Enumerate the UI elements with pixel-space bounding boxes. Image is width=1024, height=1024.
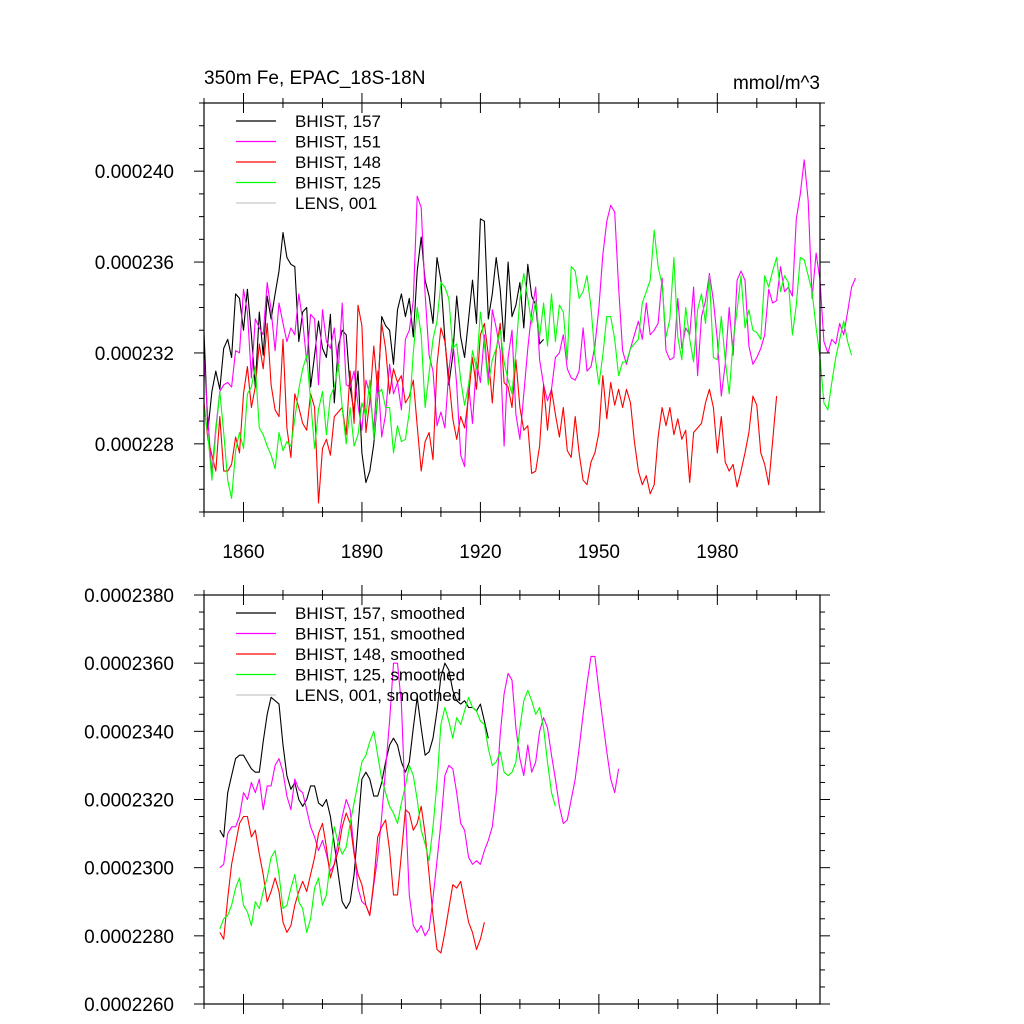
bottom-y-tick-label: 0.0002280	[84, 927, 174, 948]
top-legend-label-0: BHIST, 157	[295, 112, 381, 131]
top-y-tick-label: 0.000236	[95, 253, 174, 274]
bottom-y-tick-label: 0.0002300	[84, 859, 174, 880]
bottom-y-tick-label: 0.0002320	[84, 791, 174, 812]
bottom-series-line-1	[219, 655, 620, 937]
top-series-line-0	[203, 218, 545, 484]
top-ticks-layer: 1860 1890 1920 1950 1980 0.000228 0.000232 0.00…	[95, 93, 830, 563]
bottom-legend: BHIST, 157, smoothed BHIST, 151, smoothed…	[236, 604, 465, 705]
chart-title: 350m Fe, EPAC_18S-18N	[204, 68, 425, 89]
bottom-legend-label-1: BHIST, 151, smoothed	[295, 625, 465, 644]
top-series-line-3	[203, 229, 853, 499]
top-legend-label-4: LENS, 001	[295, 194, 377, 213]
bottom-ticks-layer: 0.0002260 0.0002280 0.0002300 0.0002320 0.00…	[84, 585, 830, 1016]
top-series-line-1	[203, 159, 857, 474]
units-label: mmol/m^3	[733, 73, 820, 94]
bottom-legend-label-4: LENS, 001, smoothed	[295, 686, 461, 705]
top-series-line-2	[203, 304, 778, 504]
top-y-tick-label: 0.000240	[95, 162, 174, 183]
top-x-tick-label: 1860	[222, 542, 264, 563]
top-y-tick-label: 0.000232	[95, 344, 174, 365]
bottom-panel: 0.0002260 0.0002280 0.0002300 0.0002320 0.00…	[84, 585, 830, 1016]
bottom-legend-label-0: BHIST, 157, smoothed	[295, 604, 465, 623]
bottom-y-tick-label: 0.0002340	[84, 722, 174, 743]
bottom-series-line-3	[219, 689, 556, 933]
top-legend-label-1: BHIST, 151	[295, 133, 381, 152]
top-panel: 350m Fe, EPAC_18S-18N mmol/m^3 1860 1890 1…	[95, 68, 857, 563]
top-x-tick-label: 1950	[578, 542, 620, 563]
top-x-tick-label: 1890	[341, 542, 383, 563]
top-legend-label-3: BHIST, 125	[295, 174, 381, 193]
top-legend-label-2: BHIST, 148	[295, 153, 381, 172]
bottom-series-layer	[219, 655, 620, 954]
top-series-layer	[203, 159, 857, 504]
bottom-legend-label-2: BHIST, 148, smoothed	[295, 645, 465, 664]
top-y-tick-label: 0.000228	[95, 435, 174, 456]
bottom-series-line-2	[219, 805, 485, 954]
bottom-y-tick-label: 0.0002380	[84, 586, 174, 607]
top-x-tick-label: 1980	[696, 542, 738, 563]
bottom-series-line-0	[219, 662, 489, 910]
bottom-y-tick-label: 0.0002260	[84, 995, 174, 1016]
top-x-tick-label: 1920	[459, 542, 501, 563]
bottom-legend-label-3: BHIST, 125, smoothed	[295, 666, 465, 685]
bottom-y-tick-label: 0.0002360	[84, 654, 174, 675]
